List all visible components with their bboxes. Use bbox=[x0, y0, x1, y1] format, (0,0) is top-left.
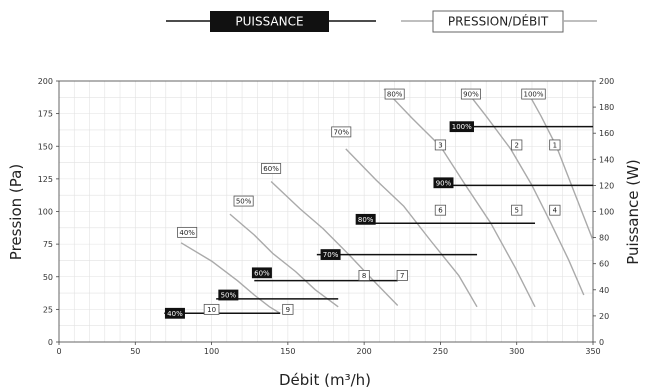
power-label-40: 40% bbox=[167, 310, 183, 318]
pressure-curve-100 bbox=[525, 88, 594, 241]
y2-tick-label: 0 bbox=[599, 338, 604, 347]
marker-10: 10 bbox=[207, 306, 216, 314]
pressure-label-80: 80% bbox=[387, 91, 403, 99]
y-tick-label: 100 bbox=[38, 208, 53, 217]
pressure-label-100-box bbox=[521, 88, 546, 100]
y-tick-label: 75 bbox=[43, 240, 53, 249]
y-tick-label: 125 bbox=[38, 175, 53, 184]
x-tick-label: 300 bbox=[509, 347, 524, 356]
pressure-label-80-box bbox=[384, 88, 405, 100]
legend-power-box bbox=[210, 11, 329, 32]
pressure-label-50: 50% bbox=[236, 198, 252, 206]
power-label-100: 100% bbox=[452, 123, 472, 131]
power-label-80: 80% bbox=[358, 216, 374, 224]
marker-6: 6 bbox=[438, 207, 443, 215]
pressure-curve-60 bbox=[270, 180, 399, 306]
pressure-label-70: 70% bbox=[333, 128, 349, 136]
power-label-80-box bbox=[355, 213, 376, 225]
power-label-90: 90% bbox=[436, 179, 452, 187]
y2-tick-label: 200 bbox=[599, 77, 614, 86]
marker-7: 7 bbox=[400, 272, 404, 280]
x-tick-label: 50 bbox=[130, 347, 140, 356]
power-label-40-box bbox=[164, 307, 185, 319]
legend-pressure-label: PRESSION/DÉBIT bbox=[448, 14, 549, 29]
x-tick-label: 200 bbox=[357, 347, 372, 356]
pressure-label-50-box bbox=[233, 195, 254, 207]
marker-2: 2 bbox=[514, 141, 518, 149]
marker-2-box bbox=[511, 139, 523, 151]
marker-1: 1 bbox=[553, 141, 557, 149]
y2-tick-label: 120 bbox=[599, 181, 614, 190]
marker-7-box bbox=[396, 270, 408, 281]
x-tick-label: 250 bbox=[433, 347, 448, 356]
pressure-label-60-box bbox=[261, 163, 282, 174]
x-tick-label: 100 bbox=[204, 347, 219, 356]
y-tick-label: 175 bbox=[38, 110, 53, 119]
y-axis-title: Pression (Pa) bbox=[7, 164, 25, 260]
pressure-label-90: 90% bbox=[463, 91, 479, 99]
marker-1-box bbox=[549, 139, 561, 151]
legend-power-label: PUISSANCE bbox=[235, 15, 303, 29]
y2-tick-label: 100 bbox=[599, 208, 614, 217]
marker-3-box bbox=[434, 139, 447, 151]
pressure-label-70-box bbox=[331, 126, 352, 138]
marker-5: 5 bbox=[514, 207, 518, 215]
pressure-curve-80 bbox=[383, 88, 536, 308]
power-label-70: 70% bbox=[323, 251, 339, 259]
y-tick-label: 0 bbox=[48, 338, 53, 347]
curve-labels: 40% 50% 60% 70% 80% 90% 100% 40% 50% 60% 70% 80% 90%… bbox=[164, 88, 561, 319]
y2-tick-label: 180 bbox=[599, 103, 614, 112]
marker-4: 4 bbox=[553, 207, 558, 215]
pressure-label-100: 100% bbox=[523, 91, 543, 99]
y2-tick-label: 60 bbox=[599, 260, 609, 269]
y-tick-label: 200 bbox=[38, 77, 53, 86]
y2-tick-label: 40 bbox=[599, 286, 609, 295]
power-label-50-box bbox=[218, 289, 239, 301]
y-tick-label: 150 bbox=[38, 142, 53, 151]
y-tick-label: 25 bbox=[43, 305, 53, 314]
y2-tick-label: 140 bbox=[599, 155, 614, 164]
marker-9-box bbox=[282, 303, 294, 315]
legend: PUISSANCE PRESSION/DÉBIT bbox=[166, 10, 597, 33]
power-label-60-box bbox=[251, 267, 272, 279]
pressure-label-60: 60% bbox=[263, 165, 279, 173]
marker-9: 9 bbox=[286, 306, 290, 314]
marker-6-box bbox=[434, 204, 447, 216]
y2-axis-title: Puissance (W) bbox=[624, 159, 642, 265]
y2-tick-label: 80 bbox=[599, 234, 609, 243]
marker-10-box bbox=[203, 303, 220, 315]
pressure-curve-40 bbox=[180, 242, 281, 314]
marker-4-box bbox=[549, 204, 561, 216]
x-tick-label: 0 bbox=[56, 347, 61, 356]
x-tick-label: 150 bbox=[280, 347, 295, 356]
pressure-label-40: 40% bbox=[179, 229, 195, 237]
x-axis-title: Débit (m³/h) bbox=[279, 371, 371, 389]
pressure-curve-50 bbox=[229, 213, 339, 308]
marker-5-box bbox=[511, 204, 523, 216]
y-tick-label: 50 bbox=[43, 273, 53, 282]
power-label-90-box bbox=[433, 177, 454, 189]
axes: 0 50 100 150 200 250 300 3500255075100125150175… bbox=[38, 77, 615, 356]
marker-8-box bbox=[358, 270, 370, 281]
y2-tick-label: 20 bbox=[599, 312, 609, 321]
pressure-label-90-box bbox=[460, 88, 481, 100]
power-label-100-box bbox=[449, 121, 474, 133]
pressure-label-40-box bbox=[177, 226, 198, 238]
power-label-60: 60% bbox=[254, 269, 270, 277]
pressure-curve-90 bbox=[464, 88, 585, 296]
marker-8: 8 bbox=[362, 272, 366, 280]
power-label-50: 50% bbox=[221, 292, 237, 300]
power-label-70-box bbox=[320, 249, 341, 260]
y2-tick-label: 160 bbox=[599, 129, 614, 138]
x-tick-label: 350 bbox=[585, 347, 600, 356]
marker-3: 3 bbox=[438, 141, 442, 149]
